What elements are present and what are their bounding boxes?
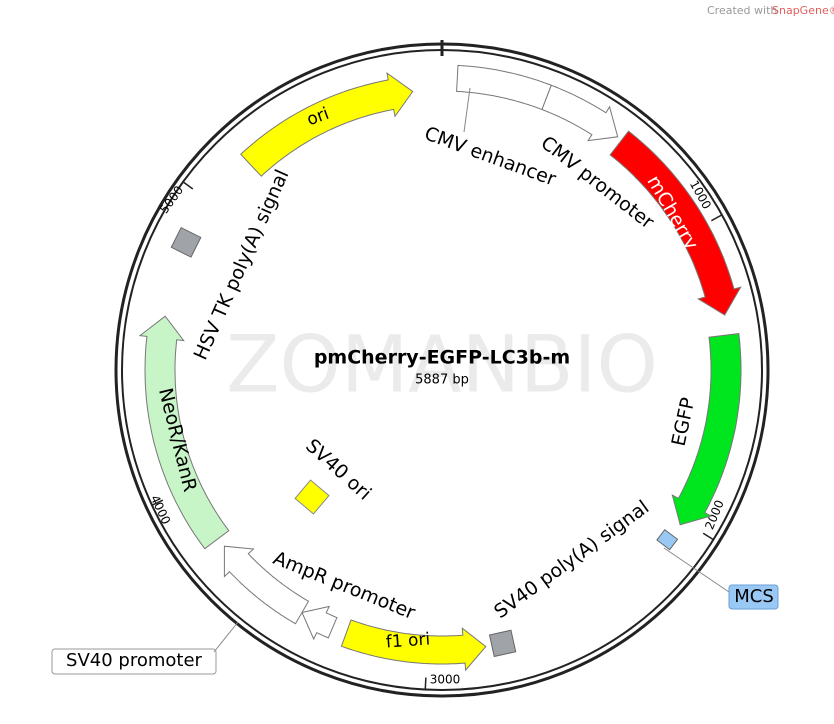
tick — [702, 532, 714, 541]
label-box — [51, 648, 217, 675]
feature-arrow — [223, 545, 310, 625]
plasmid-name: pmCherry-EGFP-LC3b-m — [314, 347, 570, 369]
label-box — [728, 584, 779, 610]
plasmid-size: 5887 bp — [415, 373, 469, 388]
feature-box — [656, 529, 679, 551]
feature-arrow — [138, 315, 230, 550]
feature-arrow — [671, 333, 742, 526]
feature-label: SV40 promoter — [66, 650, 202, 671]
tick-label: 4000 — [148, 493, 174, 527]
feature-arrow — [240, 71, 414, 177]
feature-arrow — [609, 130, 742, 316]
leader-line — [213, 621, 239, 653]
tick — [182, 181, 194, 190]
feature-label: EGFP — [668, 396, 700, 449]
watermark: ZOMANBIO — [226, 320, 658, 410]
tick — [151, 499, 164, 506]
feature-arrow — [301, 605, 338, 641]
tick — [711, 214, 723, 222]
tick — [424, 677, 427, 690]
feature-diamond — [294, 479, 330, 515]
feature-arrow — [340, 619, 487, 672]
credit-prefix: Created with — [707, 4, 777, 17]
feature-label: SV40 poly(A) signal — [490, 496, 653, 623]
feature-arrow — [541, 84, 619, 142]
tick-label: 3000 — [430, 673, 461, 687]
leader-line — [463, 87, 471, 133]
feature-label: MCS — [734, 586, 774, 607]
credit-brand: SnapGene® — [772, 4, 834, 17]
feature-label: f1 ori — [385, 629, 431, 652]
tick-label: 5000 — [157, 183, 186, 216]
leader-line — [663, 547, 730, 593]
feature-arrow — [456, 64, 552, 111]
feature-box — [170, 226, 202, 258]
feature-label: CMV enhancer — [422, 123, 559, 191]
feature-box — [488, 629, 517, 658]
